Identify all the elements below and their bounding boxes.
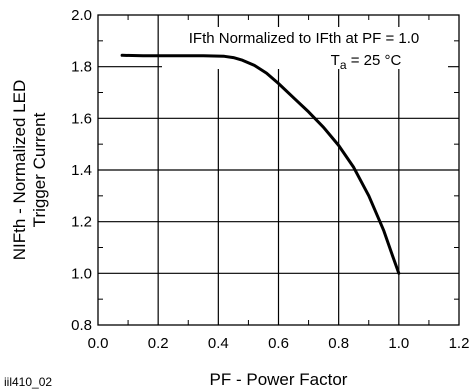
annotation-temperature-value: = 25 °C <box>347 52 402 69</box>
x-tick-label: 0.0 <box>88 335 109 352</box>
x-tick-label: 0.6 <box>268 335 289 352</box>
annotation-box: IFth Normalized to IFth at PF = 1.0 Ta =… <box>162 27 448 72</box>
y-tick-label: 2.0 <box>71 7 92 24</box>
x-tick-label: 0.4 <box>208 335 229 352</box>
annotation-text-temperature: Ta = 25 °C <box>331 52 402 72</box>
y-tick-label: 1.2 <box>71 214 92 231</box>
x-tick-labels: 0.0 0.2 0.4 0.6 0.8 1.0 1.2 <box>88 335 470 352</box>
annotation-t-symbol: T <box>331 52 340 69</box>
annotation-subscript: a <box>340 58 347 72</box>
x-tick-label: 0.8 <box>328 335 349 352</box>
y-tick-label: 1.6 <box>71 110 92 127</box>
x-tick-label: 0.2 <box>148 335 169 352</box>
x-tick-label: 1.2 <box>449 335 470 352</box>
annotation-background <box>162 27 448 69</box>
figure-id: iil410_02 <box>4 375 52 389</box>
y-tick-label: 1.4 <box>71 162 92 179</box>
y-tick-label: 1.0 <box>71 265 92 282</box>
y-tick-labels: 0.8 1.0 1.2 1.4 1.6 1.8 2.0 <box>71 7 92 334</box>
x-tick-label: 1.0 <box>388 335 409 352</box>
series-line <box>120 53 401 275</box>
y-tick-label: 0.8 <box>71 317 92 334</box>
annotation-text-normalization: IFth Normalized to IFth at PF = 1.0 <box>189 30 420 47</box>
x-axis-title: PF - Power Factor <box>210 370 348 389</box>
y-axis-title-line1: NIFth - Normalized LED <box>10 80 29 260</box>
y-axis-title-line2: Trigger Current <box>30 112 49 227</box>
y-tick-label: 1.8 <box>71 59 92 76</box>
ticks <box>98 15 459 325</box>
plot-frame <box>97 14 460 326</box>
